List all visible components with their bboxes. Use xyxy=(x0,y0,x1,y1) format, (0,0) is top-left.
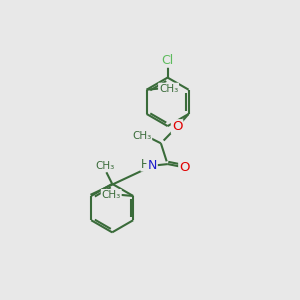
Text: CH₃: CH₃ xyxy=(96,161,115,171)
Text: O: O xyxy=(172,120,182,133)
Text: O: O xyxy=(179,161,190,174)
Text: N: N xyxy=(147,159,157,172)
Text: CH₃: CH₃ xyxy=(102,190,121,200)
Text: H: H xyxy=(141,158,150,171)
Text: CH₃: CH₃ xyxy=(132,131,151,141)
Text: CH₃: CH₃ xyxy=(159,84,178,94)
Text: Cl: Cl xyxy=(161,54,174,67)
